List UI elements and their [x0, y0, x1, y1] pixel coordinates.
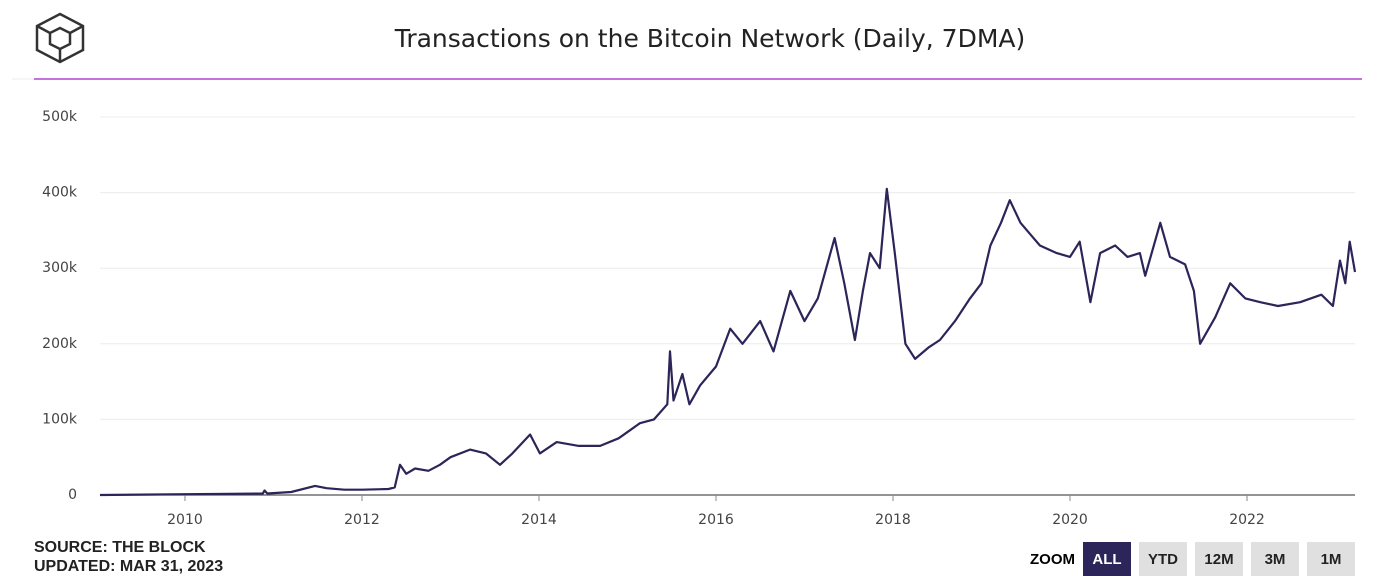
zoom-button[interactable]: ALL	[1083, 542, 1131, 576]
x-tick-label: 2018	[875, 512, 911, 528]
source: SOURCE: THE BLOCK	[34, 539, 206, 556]
y-tick-label: 400k	[42, 185, 78, 201]
y-tick-label: 200k	[42, 336, 78, 352]
x-tick-label: 2020	[1052, 512, 1088, 528]
zoom-button[interactable]: 3M	[1251, 542, 1299, 576]
x-tick-label: 2022	[1229, 512, 1265, 528]
zoom-button[interactable]: YTD	[1139, 542, 1187, 576]
updated: UPDATED: MAR 31, 2023	[34, 558, 224, 575]
x-tick-label: 2014	[521, 512, 557, 528]
y-tick-label: 300k	[42, 260, 78, 276]
series-line	[99, 187, 1357, 497]
y-tick-label: 100k	[42, 411, 78, 427]
zoom-bar: ZOOM ALL YTD 12M 3M 1M	[1030, 542, 1355, 576]
zoom-label: ZOOM	[1030, 550, 1075, 568]
x-tick-label: 2016	[698, 512, 734, 528]
zoom-button[interactable]: 12M	[1195, 542, 1243, 576]
logo	[35, 12, 85, 64]
zoom-button[interactable]: 1M	[1307, 542, 1355, 576]
chart: Transactions on the Bitcoin Network (Dai…	[12, 12, 1362, 528]
x-tick-label: 2012	[344, 512, 380, 528]
y-tick-label: 0	[68, 487, 77, 503]
x-tick-label: 2010	[167, 512, 203, 528]
y-tick-label: 500k	[42, 109, 78, 125]
chart-title: Transactions on the Bitcoin Network (Dai…	[394, 24, 1026, 53]
